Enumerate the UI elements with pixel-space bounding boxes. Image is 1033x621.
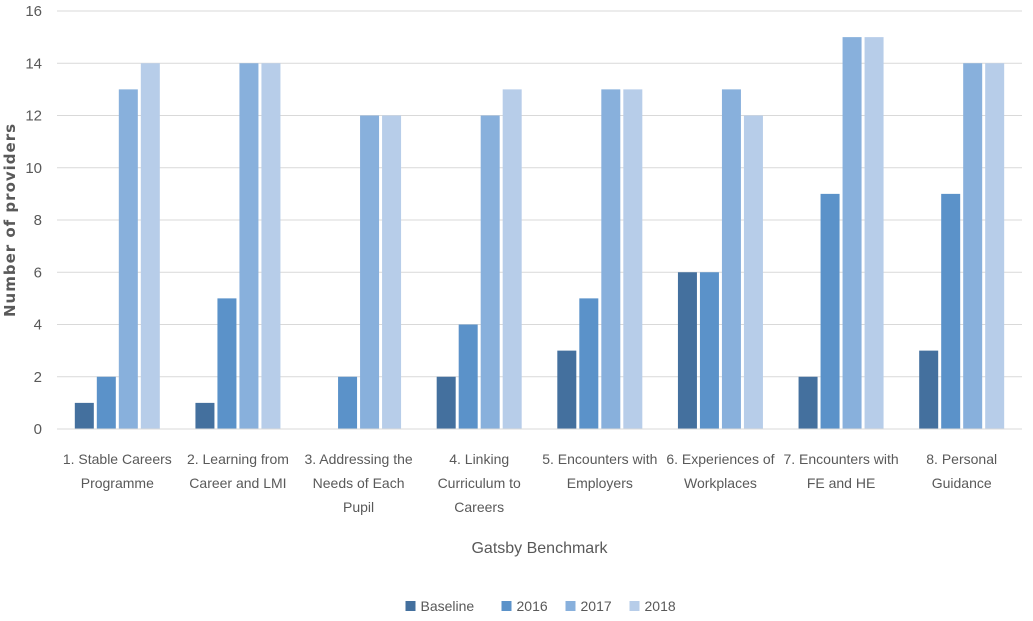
bar-2016-6 <box>699 272 719 429</box>
y-axis-title: Number of providers <box>1 123 19 317</box>
bar-baseline-2 <box>195 402 215 429</box>
bar-2017-2 <box>239 63 259 429</box>
x-tick-label: 2. Learning from Career and LMI <box>187 451 289 491</box>
x-tick-label: 4. Linking Curriculum to Careers <box>438 451 521 515</box>
legend-label: Baseline <box>421 598 475 614</box>
bar-2017-3 <box>360 115 380 429</box>
legend-swatch-2017 <box>565 601 576 611</box>
bar-2018-2 <box>261 63 281 429</box>
x-tick-label: 1. Stable Careers Programme <box>63 451 172 491</box>
legend-label: 2018 <box>645 598 676 614</box>
bar-2018-4 <box>502 89 522 429</box>
bar-2017-7 <box>842 37 862 429</box>
x-tick-label: 6. Experiences of Workplaces <box>666 451 774 491</box>
bar-2017-6 <box>721 89 741 429</box>
bar-2018-6 <box>743 115 763 429</box>
bar-2017-1 <box>118 89 138 429</box>
bar-2016-1 <box>96 376 116 429</box>
bar-baseline-7 <box>798 376 818 429</box>
bar-2018-5 <box>623 89 643 429</box>
x-axis-ticks: 1. Stable Careers Programme 2. Learning fr… <box>63 451 997 515</box>
legend-label: 2016 <box>517 598 548 614</box>
bar-2017-8 <box>963 63 983 429</box>
bar-2017-5 <box>601 89 621 429</box>
bar-baseline-6 <box>677 272 697 429</box>
legend-swatch-baseline <box>405 601 416 611</box>
y-tick-label: 4 <box>34 317 42 334</box>
bar-2016-4 <box>458 324 478 429</box>
bar-2016-7 <box>820 193 840 429</box>
bar-baseline-4 <box>436 376 456 429</box>
bar-2016-8 <box>941 193 961 429</box>
legend-swatch-2018 <box>629 601 640 611</box>
y-tick-label: 2 <box>34 369 42 386</box>
legend-swatch-2016 <box>501 601 512 611</box>
y-tick-label: 0 <box>34 421 42 438</box>
y-axis-ticks: 0 2 4 6 8 10 12 14 16 <box>25 3 42 438</box>
legend-label: 2017 <box>581 598 612 614</box>
bars <box>74 37 1005 429</box>
bar-2016-5 <box>579 298 599 429</box>
x-tick-label: 5. Encounters with Employers <box>542 451 657 491</box>
y-tick-label: 14 <box>25 55 42 72</box>
bar-2018-3 <box>382 115 402 429</box>
bar-2016-3 <box>338 376 358 429</box>
legend: Baseline 2016 2017 2018 <box>405 598 676 614</box>
bar-baseline-1 <box>74 402 94 429</box>
y-tick-label: 8 <box>34 212 42 229</box>
bar-2016-2 <box>217 298 237 429</box>
x-tick-label: 8. Personal Guidance <box>926 451 997 491</box>
bar-baseline-5 <box>557 350 577 429</box>
x-tick-label: 7. Encounters with FE and HE <box>783 451 898 491</box>
y-tick-label: 10 <box>25 160 42 177</box>
x-axis-title: Gatsby Benchmark <box>471 540 608 557</box>
y-tick-label: 6 <box>34 264 42 281</box>
y-tick-label: 16 <box>25 3 42 20</box>
bar-2018-8 <box>985 63 1005 429</box>
bar-2018-1 <box>140 63 160 429</box>
bar-2018-7 <box>864 37 884 429</box>
y-tick-label: 12 <box>25 108 42 125</box>
bar-2017-4 <box>480 115 500 429</box>
x-tick-label: 3. Addressing the Needs of Each Pupil <box>304 451 412 515</box>
bar-baseline-8 <box>919 350 939 429</box>
